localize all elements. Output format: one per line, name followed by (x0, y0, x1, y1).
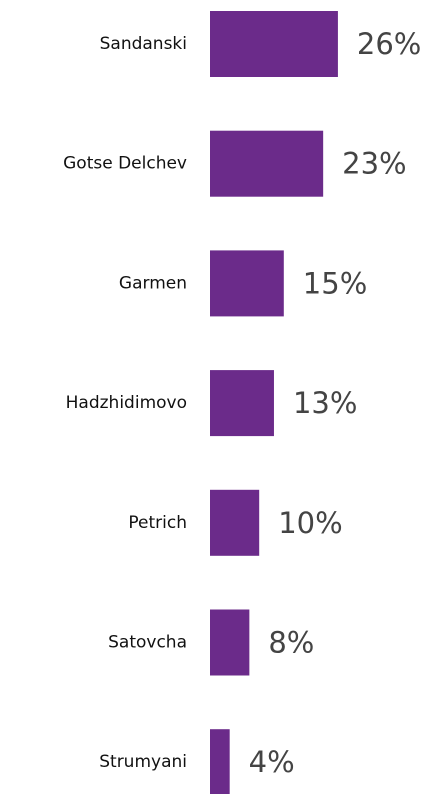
category-label: Sandanski (100, 34, 187, 54)
bar (210, 370, 274, 437)
category-label: Hadzhidimovo (66, 393, 187, 413)
value-label: 13% (293, 386, 357, 420)
value-label: 4% (249, 745, 295, 779)
bar (210, 11, 338, 77)
category-label: Satovcha (108, 633, 187, 653)
category-label: Petrich (128, 513, 187, 533)
bar (210, 729, 230, 794)
value-label: 10% (278, 506, 342, 540)
value-label: 15% (303, 266, 367, 300)
bar (210, 250, 284, 317)
bar (210, 489, 260, 556)
bar (210, 609, 250, 676)
value-label: 8% (268, 626, 314, 660)
category-label: Gotse Delchev (63, 154, 187, 174)
category-label: Strumyani (99, 752, 187, 772)
bar (210, 130, 324, 197)
value-label: 26% (357, 27, 421, 61)
value-label: 23% (342, 147, 406, 181)
category-label: Garmen (119, 273, 187, 293)
